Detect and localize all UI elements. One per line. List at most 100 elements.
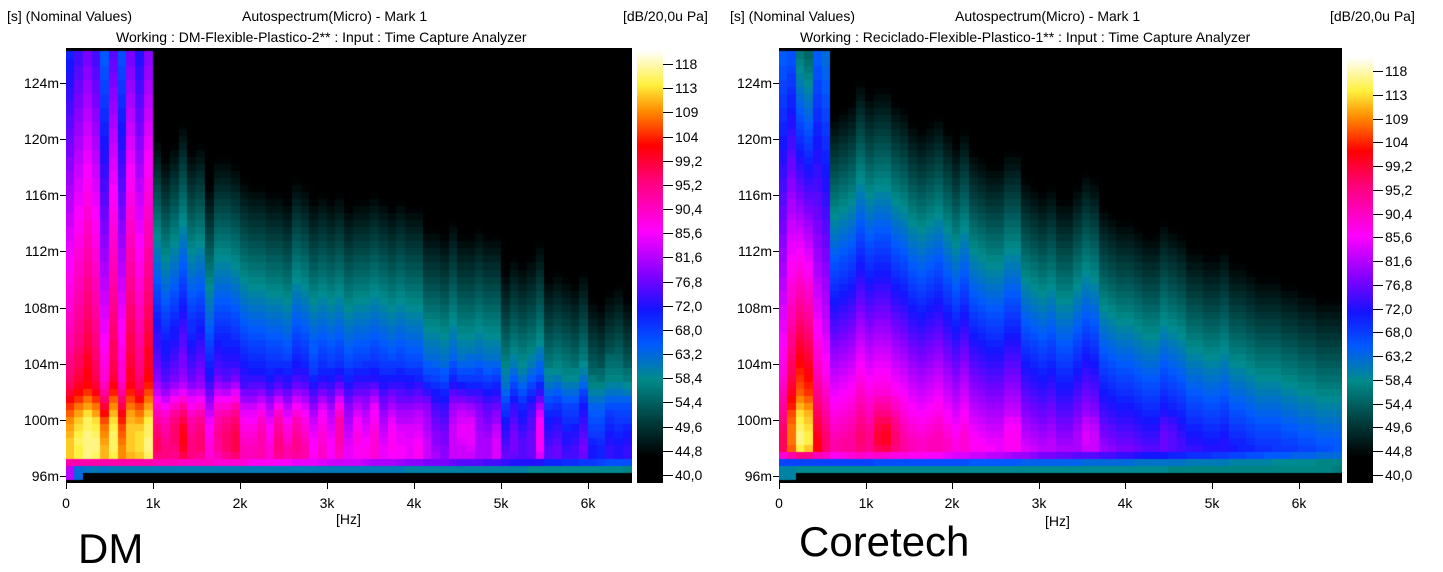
- colorbar-tick-mark: [663, 137, 673, 138]
- y-tick-label: 96m: [31, 468, 59, 484]
- colorbar-tick-mark: [663, 402, 673, 403]
- colorbar-tick-label: 113: [675, 80, 698, 96]
- y-tick-mark: [773, 308, 779, 309]
- colorbar-tick-label: 58,4: [675, 370, 703, 386]
- y-tick-label: 120m: [736, 131, 772, 147]
- x-tick-mark: [779, 483, 780, 489]
- x-tick-label: 4k: [1117, 495, 1133, 511]
- colorbar-tick-mark: [1373, 190, 1383, 191]
- colorbar-tick-label: 72,0: [1385, 301, 1413, 317]
- colorbar-gradient: [637, 50, 663, 483]
- colorbar-tick-mark: [1373, 427, 1383, 428]
- colorbar-tick-mark: [663, 64, 673, 65]
- colorbar-tick-label: 44,8: [675, 443, 703, 459]
- x-tick-mark: [1039, 483, 1040, 489]
- colorbar-tick-mark: [1373, 309, 1383, 310]
- colorbar-tick-label: 90,4: [675, 201, 703, 217]
- colorbar-tick-label: 54,4: [1385, 396, 1413, 412]
- x-tick-mark: [501, 483, 502, 489]
- colorbar-tick-label: 95,2: [1385, 182, 1413, 198]
- x-tick-label: 5k: [493, 495, 509, 511]
- x-tick-mark: [66, 483, 67, 489]
- x-tick-label: 0: [62, 495, 70, 511]
- chart-panel-dm: [s] (Nominal Values) Autospectrum(Micro)…: [0, 0, 722, 571]
- colorbar-tick-label: 118: [1385, 63, 1408, 79]
- spectrogram-heatmap: [779, 48, 1342, 483]
- y-tick-mark: [60, 195, 66, 196]
- colorbar-tick-label: 49,6: [1385, 419, 1413, 435]
- colorbar-tick-label: 72,0: [675, 298, 703, 314]
- colorbar-unit-label: [dB/20,0u Pa]: [623, 8, 708, 24]
- colorbar-tick-label: 40,0: [675, 467, 703, 483]
- colorbar-tick-mark: [1373, 285, 1383, 286]
- colorbar-tick-mark: [663, 185, 673, 186]
- y-tick-mark: [773, 139, 779, 140]
- colorbar-tick-label: 44,8: [1385, 443, 1413, 459]
- y-tick-label: 96m: [744, 468, 772, 484]
- colorbar-tick-label: 99,2: [1385, 158, 1413, 174]
- colorbar-tick-label: 81,6: [675, 249, 703, 265]
- x-tick-label: 1k: [858, 495, 874, 511]
- x-tick-mark: [952, 483, 953, 489]
- colorbar: [1347, 57, 1373, 483]
- colorbar-tick-label: 58,4: [1385, 372, 1413, 388]
- x-tick-mark: [588, 483, 589, 489]
- y-tick-mark: [773, 251, 779, 252]
- y-tick-label: 116m: [25, 187, 59, 203]
- x-tick-label: 4k: [406, 495, 422, 511]
- x-tick-label: 1k: [145, 495, 161, 511]
- colorbar-tick-mark: [663, 306, 673, 307]
- y-tick-mark: [773, 476, 779, 477]
- y-tick-label: 124m: [23, 75, 59, 91]
- spectrogram-plot-area: [66, 48, 632, 483]
- x-tick-label: 5k: [1204, 495, 1220, 511]
- y-tick-mark: [773, 420, 779, 421]
- colorbar-gradient: [1347, 57, 1373, 483]
- y-axis-unit-label: [s] (Nominal Values): [7, 8, 133, 24]
- colorbar-tick-label: 63,2: [675, 346, 703, 362]
- colorbar-tick-label: 81,6: [1385, 253, 1413, 269]
- colorbar-tick-label: 68,0: [1385, 324, 1413, 340]
- colorbar-tick-mark: [1373, 261, 1383, 262]
- spectrogram-heatmap: [66, 48, 632, 483]
- colorbar-tick-label: 109: [675, 104, 699, 120]
- x-tick-label: 6k: [1291, 495, 1307, 511]
- x-tick-label: 3k: [319, 495, 335, 511]
- y-tick-label: 100m: [736, 412, 772, 428]
- y-tick-mark: [773, 364, 779, 365]
- colorbar-tick-mark: [663, 427, 673, 428]
- x-axis-label: [Hz]: [336, 511, 361, 527]
- colorbar-tick-mark: [663, 282, 673, 283]
- y-tick-label: 104m: [23, 356, 59, 372]
- colorbar-tick-mark: [663, 112, 673, 113]
- x-tick-mark: [240, 483, 241, 489]
- colorbar-tick-mark: [1373, 404, 1383, 405]
- y-tick-mark: [60, 308, 66, 309]
- x-tick-label: 0: [775, 495, 783, 511]
- colorbar-tick-label: 40,0: [1385, 467, 1413, 483]
- y-tick-label: 112m: [25, 243, 59, 259]
- x-axis-label: [Hz]: [1045, 513, 1070, 529]
- colorbar-tick-mark: [1373, 166, 1383, 167]
- x-tick-mark: [327, 483, 328, 489]
- colorbar-tick-mark: [1373, 214, 1383, 215]
- y-tick-mark: [60, 420, 66, 421]
- y-tick-label: 108m: [23, 300, 59, 316]
- colorbar-tick-label: 76,8: [1385, 277, 1413, 293]
- y-tick-label: 124m: [736, 75, 772, 91]
- colorbar-tick-label: 54,4: [675, 394, 703, 410]
- colorbar-tick-label: 49,6: [675, 419, 703, 435]
- y-tick-label: 120m: [23, 131, 59, 147]
- y-tick-mark: [60, 139, 66, 140]
- colorbar-tick-label: 63,2: [1385, 348, 1413, 364]
- x-tick-label: 2k: [232, 495, 248, 511]
- colorbar-tick-mark: [663, 330, 673, 331]
- x-tick-mark: [1212, 483, 1213, 489]
- colorbar-tick-mark: [1373, 356, 1383, 357]
- colorbar-tick-mark: [1373, 332, 1383, 333]
- colorbar-tick-mark: [1373, 142, 1383, 143]
- x-tick-label: 6k: [580, 495, 596, 511]
- x-tick-label: 3k: [1031, 495, 1047, 511]
- y-tick-label: 112m: [738, 243, 772, 259]
- colorbar-tick-label: 85,6: [1385, 229, 1413, 245]
